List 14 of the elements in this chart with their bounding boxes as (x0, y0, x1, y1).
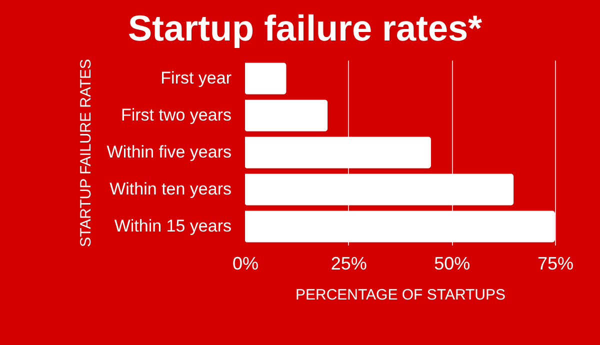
x-axis-title: PERCENTAGE OF STARTUPS (295, 286, 506, 304)
y-tick-label: Within 15 years (114, 216, 232, 236)
y-tick-label: First two years (120, 106, 232, 124)
y-tick-label: Within five years (106, 142, 232, 162)
y-axis-title: STARTUP FAILURE RATES (78, 58, 94, 248)
bar (245, 62, 286, 94)
y-tick-label: First year (160, 68, 232, 88)
x-tick-label: 50% (434, 254, 470, 274)
x-tick-label: 0% (232, 254, 259, 274)
x-tick-label: 75% (537, 254, 574, 274)
bar (245, 100, 328, 132)
chart-title: Startup failure rates* (128, 7, 482, 48)
y-tick-label: Within ten years (110, 180, 232, 198)
x-tick-label: 25% (330, 254, 367, 274)
